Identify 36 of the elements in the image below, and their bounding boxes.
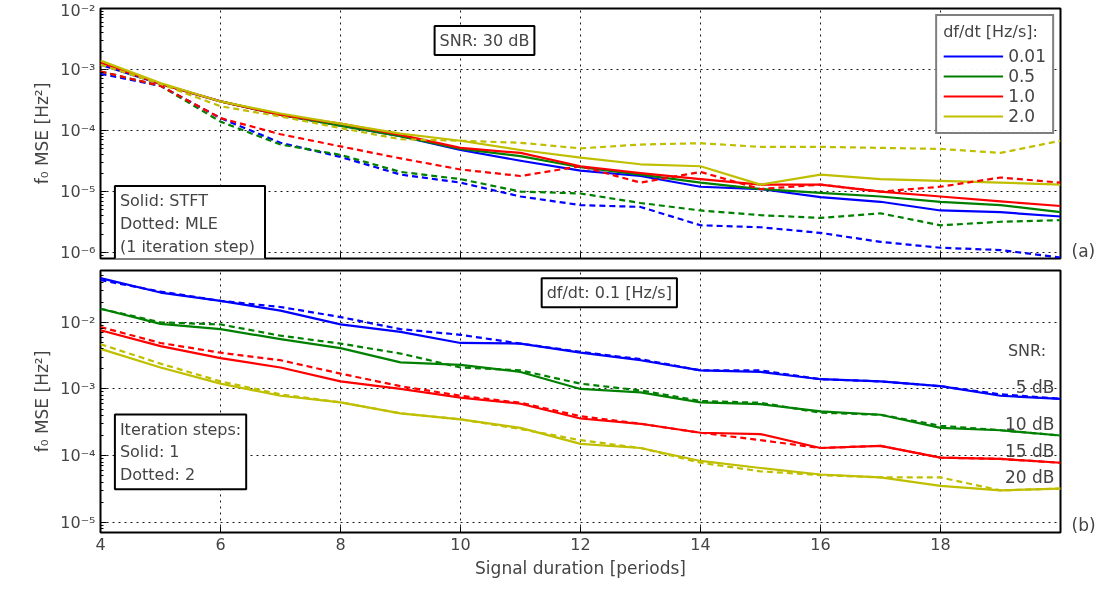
y-tick-label: 10⁻⁶ xyxy=(60,243,96,263)
text: (b) xyxy=(1071,514,1096,535)
annotation: Iteration steps: Solid: 1 Dotted: 2 xyxy=(119,419,242,485)
x-tick-label: 8 xyxy=(335,534,346,554)
y-axis-title: f₀ MSE [Hz²] xyxy=(32,82,53,185)
annotation: SNR: xyxy=(1007,340,1047,360)
x-tick-label: 12 xyxy=(570,534,591,554)
y-tick-label: 10⁻⁵ xyxy=(60,182,96,202)
x-axis-title: Signal duration [periods] xyxy=(475,557,686,578)
y-tick-label: 10⁻³ xyxy=(60,60,96,80)
annotation: Solid: STFT Dotted: MLE (1 iteration step) xyxy=(119,191,255,256)
legend-label: 2.0 xyxy=(1008,106,1036,126)
legend-label: 0.01 xyxy=(1008,46,1046,66)
y-axis-title: f₀ MSE [Hz²] xyxy=(32,350,53,453)
annotation: df/dt: 0.1 [Hz/s] xyxy=(546,283,672,303)
x-tick-label: 6 xyxy=(215,534,226,554)
x-tick-label: 14 xyxy=(690,534,711,554)
x-tick-label: 10 xyxy=(450,534,471,554)
text: (a) xyxy=(1071,241,1096,261)
y-tick-label: 10⁻⁴ xyxy=(60,446,96,466)
series-label: 10 dB xyxy=(1005,413,1055,434)
legend-label: 0.5 xyxy=(1008,66,1036,86)
y-tick-label: 10⁻⁵ xyxy=(60,512,96,532)
series-label: 5 dB xyxy=(1015,376,1055,397)
legend-label: 1.0 xyxy=(1008,86,1036,106)
x-tick-label: 4 xyxy=(95,534,106,554)
y-tick-label: 10⁻² xyxy=(60,0,96,20)
legend-title: df/dt [Hz/s]: xyxy=(943,22,1039,41)
x-tick-label: 18 xyxy=(930,534,951,554)
x-tick-label: 16 xyxy=(810,534,831,554)
y-tick-label: 10⁻² xyxy=(60,312,96,332)
series-label: 20 dB xyxy=(1005,466,1055,487)
series-label: 15 dB xyxy=(1005,440,1055,461)
y-tick-label: 10⁻⁴ xyxy=(60,121,96,141)
y-tick-label: 10⁻³ xyxy=(60,379,96,399)
annotation: SNR: 30 dB xyxy=(439,31,530,50)
